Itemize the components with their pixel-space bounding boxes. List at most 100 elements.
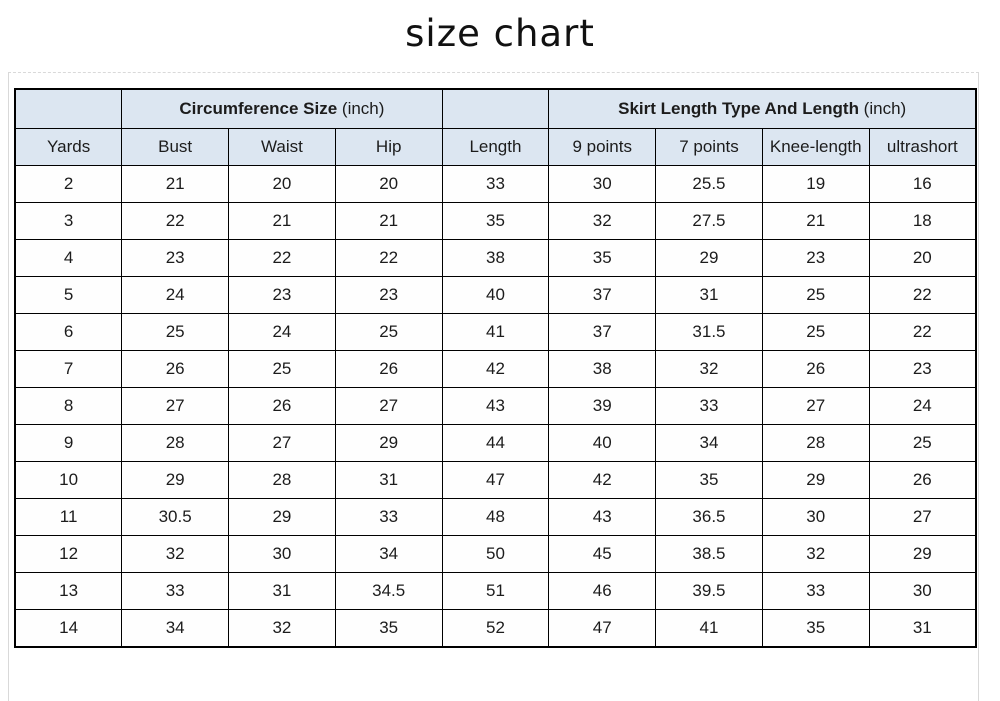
table-cell: 42 [441,350,550,388]
column-header-7-points: 7 points [655,128,763,166]
table-cell: 24 [868,387,977,425]
table-cell: 29 [761,461,870,499]
column-header-row: Yards Bust Waist Hip Length 9 points 7 points K… [14,128,977,166]
table-cell: 2 [14,165,123,203]
table-cell: 48 [441,498,550,536]
column-header-9-points: 9 points [548,128,657,166]
table-cell: 41 [655,609,763,648]
table-cell: 25 [334,313,443,351]
table-cell: 21 [334,202,443,240]
table-row: 8 27 26 27 43 39 33 27 24 [14,387,977,425]
table-cell: 43 [548,498,657,536]
table-cell: 24 [121,276,230,314]
table-row: 2 21 20 20 33 30 25.5 19 16 [14,165,977,203]
table-cell: 27 [334,387,443,425]
table-cell: 50 [441,535,550,573]
table-cell: 23 [868,350,977,388]
table-cell: 19 [761,165,870,203]
table-cell: 38 [548,350,657,388]
table-cell: 40 [441,276,550,314]
table-cell: 23 [228,276,336,314]
table-cell: 37 [548,276,657,314]
table-row: 9 28 27 29 44 40 34 28 25 [14,424,977,462]
table-cell: 34 [334,535,443,573]
table-cell: 30 [868,572,977,610]
table-cell: 27 [121,387,230,425]
table-cell: 22 [334,239,443,277]
table-cell: 11 [14,498,123,536]
table-cell: 25 [761,313,870,351]
table-row: 12 32 30 34 50 45 38.5 32 29 [14,535,977,573]
table-cell: 25 [761,276,870,314]
table-cell: 47 [548,609,657,648]
table-cell: 25 [868,424,977,462]
column-header-yards: Yards [14,128,123,166]
table-cell: 38 [441,239,550,277]
table-cell: 26 [868,461,977,499]
table-cell: 30 [548,165,657,203]
table-cell: 36.5 [655,498,763,536]
table-cell: 31 [655,276,763,314]
table-cell: 30 [761,498,870,536]
table-cell: 31.5 [655,313,763,351]
table-cell: 34 [121,609,230,648]
table-cell: 43 [441,387,550,425]
table-row: 5 24 23 23 40 37 31 25 22 [14,276,977,314]
table-cell: 8 [14,387,123,425]
table-cell: 32 [121,535,230,573]
table-cell: 38.5 [655,535,763,573]
table-cell: 27 [868,498,977,536]
table-cell: 3 [14,202,123,240]
table-cell: 22 [228,239,336,277]
table-cell: 27 [761,387,870,425]
table-cell: 10 [14,461,123,499]
table-cell: 25 [121,313,230,351]
table-cell: 35 [334,609,443,648]
group-header-blank-2 [441,88,550,129]
table-cell: 29 [655,239,763,277]
table-cell: 29 [868,535,977,573]
table-cell: 6 [14,313,123,351]
table-row: 10 29 28 31 47 42 35 29 26 [14,461,977,499]
table-cell: 26 [121,350,230,388]
table-cell: 28 [121,424,230,462]
table-row: 4 23 22 22 38 35 29 23 20 [14,239,977,277]
table-cell: 22 [121,202,230,240]
size-chart-header: Circumference Size (inch) Skirt Length Ty… [14,88,977,166]
table-cell: 47 [441,461,550,499]
table-cell: 35 [441,202,550,240]
table-cell: 44 [441,424,550,462]
table-cell: 32 [548,202,657,240]
table-cell: 29 [228,498,336,536]
table-cell: 28 [761,424,870,462]
table-cell: 21 [228,202,336,240]
table-cell: 27.5 [655,202,763,240]
table-cell: 26 [228,387,336,425]
table-cell: 33 [334,498,443,536]
column-header-hip: Hip [334,128,443,166]
table-cell: 34 [655,424,763,462]
group-header-unit: (inch) [858,99,907,118]
table-cell: 33 [441,165,550,203]
table-cell: 32 [655,350,763,388]
table-cell: 21 [121,165,230,203]
table-cell: 34.5 [334,572,443,610]
table-cell: 52 [441,609,550,648]
table-cell: 26 [334,350,443,388]
table-cell: 45 [548,535,657,573]
size-chart-body: 2 21 20 20 33 30 25.5 19 16 3 22 21 21 35 32 27.5 21 18 4 2… [14,165,977,648]
table-row: 7 26 25 26 42 38 32 26 23 [14,350,977,388]
table-cell: 23 [121,239,230,277]
table-cell: 37 [548,313,657,351]
table-row: 11 30.5 29 33 48 43 36.5 30 27 [14,498,977,536]
table-cell: 21 [761,202,870,240]
column-header-knee-length: Knee-length [761,128,870,166]
column-header-length: Length [441,128,550,166]
table-cell: 39 [548,387,657,425]
table-cell: 18 [868,202,977,240]
table-cell: 32 [228,609,336,648]
table-cell: 28 [228,461,336,499]
group-header-row: Circumference Size (inch) Skirt Length Ty… [14,88,977,129]
table-cell: 23 [334,276,443,314]
table-cell: 5 [14,276,123,314]
